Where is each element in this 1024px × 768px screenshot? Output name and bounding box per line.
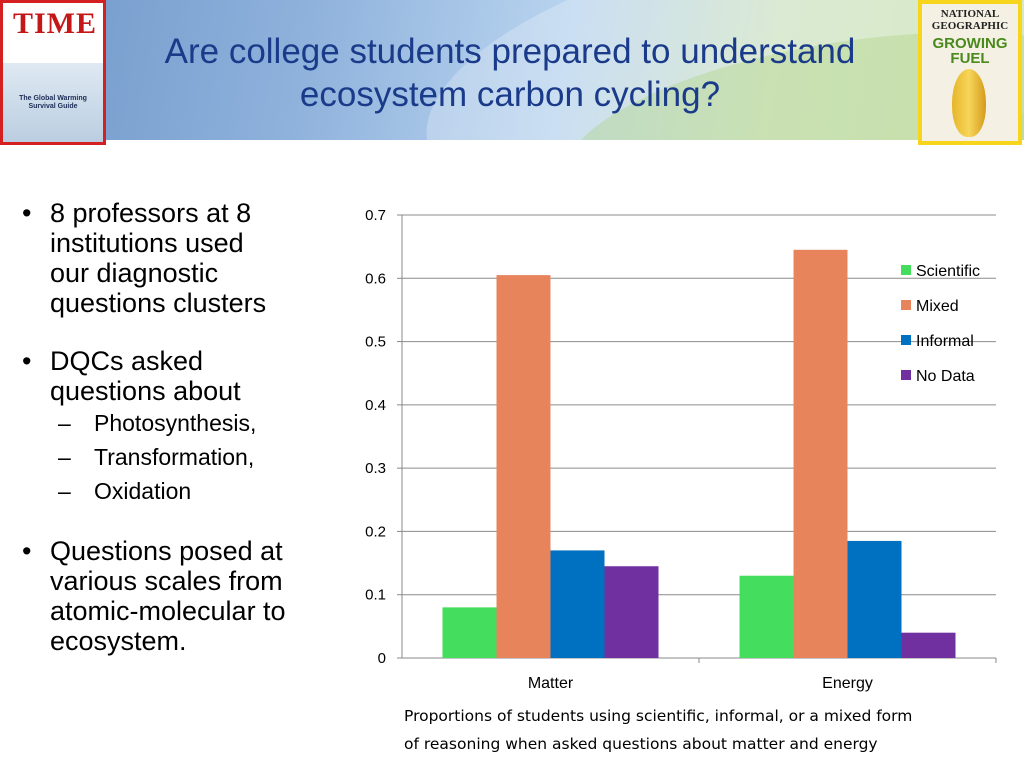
caption-line-2: of reasoning when asked questions about … [404, 735, 878, 753]
y-tick-label: 0.7 [365, 207, 386, 224]
natgeo-masthead: NATIONAL GEOGRAPHIC [931, 8, 1009, 32]
bullet-list: • 8 professors at 8 institutions used ou… [18, 198, 338, 656]
bullet-professors: • 8 professors at 8 institutions used ou… [22, 198, 267, 318]
title-line-2: ecosystem carbon cycling? [299, 75, 721, 114]
title-line-1: Are college students prepared to underst… [164, 32, 856, 71]
y-tick-label: 0.3 [365, 460, 386, 477]
ice-image [3, 63, 103, 142]
bar-mixed [496, 275, 551, 658]
bullet-dot: • [22, 198, 32, 228]
bar-informal [550, 550, 605, 658]
legend-label: Scientific [916, 263, 980, 280]
bullet-scales: • Questions posed at various scales from… [22, 536, 286, 656]
natgeo-headline: GROWING FUEL [932, 35, 1008, 67]
bullet-dot: • [22, 536, 32, 566]
bar-no-data [604, 566, 659, 658]
bar-informal [847, 540, 902, 658]
x-tick-label: Matter [528, 675, 574, 692]
y-tick-label: 0.2 [365, 523, 386, 540]
bar-chart: 0 0.1 0.2 0.3 0.4 0.5 0.6 0.7 Matter Energy Scient… [365, 207, 997, 692]
bar-no-data [901, 632, 956, 658]
x-tick-label: Energy [822, 675, 873, 692]
y-tick-label: 0 [378, 650, 386, 667]
bullet-dqcs: • DQCs asked questions about [22, 346, 241, 406]
y-tick-label: 0.5 [365, 334, 386, 351]
legend-label: No Data [916, 368, 975, 385]
national-geographic-cover: NATIONAL GEOGRAPHIC GROWING FUEL [918, 0, 1022, 145]
legend-swatch [901, 300, 911, 310]
caption-line-1: Proportions of students using scientific… [404, 707, 913, 725]
sub-bullet-oxidation: – Oxidation [58, 478, 192, 504]
legend-label: Informal [916, 333, 974, 350]
bar-scientific [739, 575, 794, 658]
sub-bullet-photosynthesis: – Photosynthesis, [58, 410, 257, 436]
bar-scientific [442, 607, 497, 658]
legend-swatch [901, 335, 911, 345]
time-logo: TIME [13, 7, 98, 40]
corn-image [952, 69, 986, 137]
sub-bullet-transformation: – Transformation, [58, 444, 255, 470]
slide-title: Are college students prepared to underst… [100, 30, 920, 116]
y-tick-label: 0.6 [365, 270, 386, 287]
time-magazine-cover: TIME The Global Warming Survival Guide [0, 0, 106, 145]
legend-label: Mixed [916, 298, 959, 315]
time-cover-headline: The Global Warming Survival Guide [19, 95, 87, 110]
bullet-dot: • [22, 346, 32, 376]
chart-caption: Proportions of students using scientific… [404, 702, 1024, 758]
y-tick-label: 0.4 [365, 397, 386, 414]
y-tick-label: 0.1 [365, 587, 386, 604]
bar-mixed [793, 249, 848, 659]
title-banner: Are college students prepared to underst… [0, 0, 1024, 140]
legend-swatch [901, 370, 911, 380]
legend-swatch [901, 265, 911, 275]
